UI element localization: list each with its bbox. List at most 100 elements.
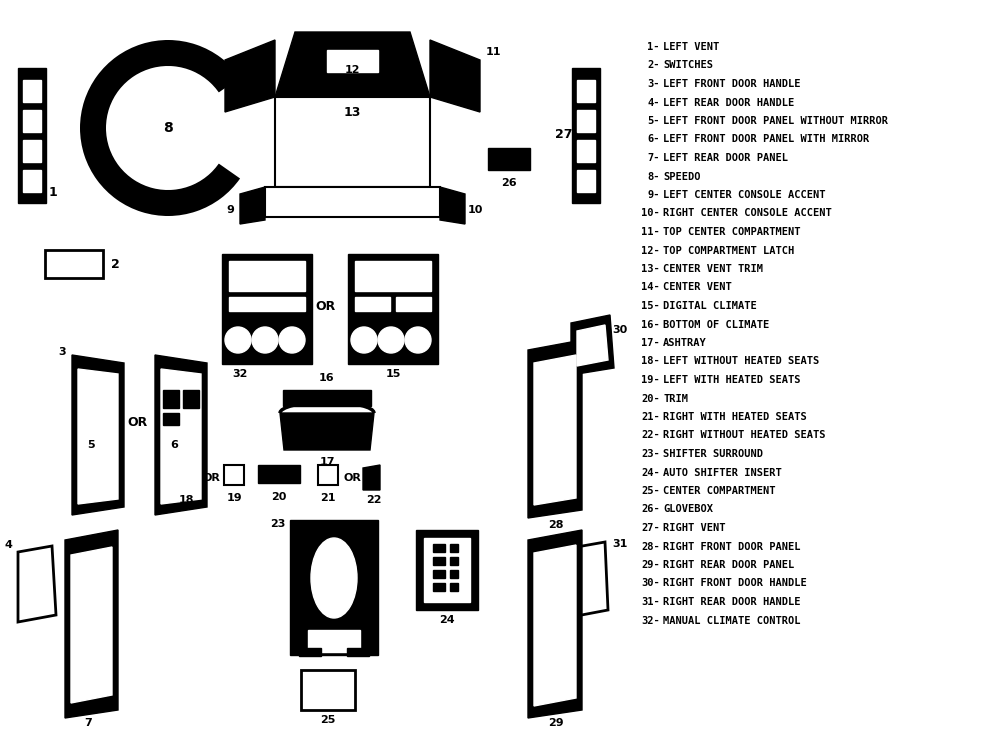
Text: 21-: 21- — [641, 412, 660, 422]
Text: LEFT FRONT DOOR PANEL WITH MIRROR: LEFT FRONT DOOR PANEL WITH MIRROR — [663, 134, 869, 145]
Circle shape — [252, 327, 278, 353]
Bar — [327, 50, 378, 72]
Text: 7-: 7- — [648, 153, 660, 163]
Text: 23: 23 — [270, 519, 286, 529]
Bar — [577, 110, 595, 132]
Text: 14-: 14- — [641, 283, 660, 292]
Text: 10: 10 — [467, 205, 483, 215]
Text: 1-: 1- — [648, 42, 660, 52]
Text: 25: 25 — [320, 715, 336, 725]
Polygon shape — [240, 187, 265, 224]
Bar — [283, 390, 371, 406]
Polygon shape — [430, 40, 480, 112]
Bar — [23, 110, 41, 132]
Circle shape — [405, 327, 431, 353]
Text: LEFT FRONT DOOR PANEL WITHOUT MIRROR: LEFT FRONT DOOR PANEL WITHOUT MIRROR — [663, 116, 888, 126]
Bar — [396, 297, 431, 311]
Text: 27-: 27- — [641, 523, 660, 533]
Bar — [275, 97, 430, 187]
Polygon shape — [528, 340, 582, 518]
Text: RIGHT VENT: RIGHT VENT — [663, 523, 726, 533]
Text: LEFT CENTER CONSOLE ACCENT: LEFT CENTER CONSOLE ACCENT — [663, 190, 826, 200]
Bar — [318, 465, 338, 485]
Text: LEFT WITH HEATED SEATS: LEFT WITH HEATED SEATS — [663, 375, 800, 385]
Text: 6-: 6- — [648, 134, 660, 145]
Text: 11: 11 — [485, 47, 501, 57]
Text: 24: 24 — [439, 615, 455, 625]
Bar — [450, 570, 458, 578]
Bar — [433, 544, 445, 552]
Polygon shape — [225, 40, 275, 112]
Text: 30: 30 — [612, 325, 628, 335]
Text: 16-: 16- — [641, 320, 660, 329]
Text: 1: 1 — [49, 187, 57, 200]
Wedge shape — [106, 66, 223, 190]
Circle shape — [279, 327, 305, 353]
Text: LEFT REAR DOOR PANEL: LEFT REAR DOOR PANEL — [663, 153, 788, 163]
Text: 12-: 12- — [641, 245, 660, 256]
Polygon shape — [440, 187, 465, 224]
Text: 32: 32 — [232, 369, 248, 379]
Bar — [572, 68, 600, 203]
Text: 17: 17 — [319, 457, 335, 467]
Polygon shape — [18, 546, 56, 622]
Text: SPEEDO: SPEEDO — [663, 172, 700, 182]
Bar — [577, 170, 595, 192]
Polygon shape — [577, 325, 608, 366]
Text: 27: 27 — [555, 128, 573, 142]
Text: 15: 15 — [385, 369, 401, 379]
Text: RIGHT WITH HEATED SEATS: RIGHT WITH HEATED SEATS — [663, 412, 807, 422]
Bar — [290, 520, 378, 655]
Text: OR: OR — [343, 473, 361, 483]
Text: 3: 3 — [58, 347, 66, 357]
Polygon shape — [178, 465, 194, 490]
Text: 23-: 23- — [641, 449, 660, 459]
Bar — [163, 413, 179, 425]
Bar — [299, 648, 321, 656]
Text: 20-: 20- — [641, 394, 660, 404]
Text: MANUAL CLIMATE CONTROL: MANUAL CLIMATE CONTROL — [663, 616, 800, 626]
Text: 29-: 29- — [641, 560, 660, 570]
Text: OR: OR — [202, 473, 220, 483]
Text: 13-: 13- — [641, 264, 660, 274]
Bar — [301, 670, 355, 710]
Text: OR: OR — [316, 299, 336, 313]
Polygon shape — [72, 355, 124, 515]
Text: RIGHT FRONT DOOR HANDLE: RIGHT FRONT DOOR HANDLE — [663, 578, 807, 589]
Wedge shape — [80, 40, 240, 216]
Polygon shape — [363, 465, 380, 490]
Bar — [45, 250, 103, 278]
Bar — [433, 583, 445, 591]
Text: 4-: 4- — [648, 98, 660, 107]
Bar — [310, 78, 395, 88]
Bar — [222, 254, 312, 364]
Bar — [577, 140, 595, 162]
Text: LEFT VENT: LEFT VENT — [663, 42, 719, 52]
Text: 5-: 5- — [648, 116, 660, 126]
Text: CENTER VENT TRIM: CENTER VENT TRIM — [663, 264, 763, 274]
Text: LEFT FRONT DOOR HANDLE: LEFT FRONT DOOR HANDLE — [663, 79, 800, 89]
Text: RIGHT REAR DOOR PANEL: RIGHT REAR DOOR PANEL — [663, 560, 794, 570]
Text: TOP CENTER COMPARTMENT: TOP CENTER COMPARTMENT — [663, 227, 800, 237]
Bar — [355, 261, 431, 291]
Bar — [258, 465, 300, 483]
Text: 2: 2 — [111, 259, 119, 272]
Polygon shape — [571, 542, 608, 617]
Polygon shape — [534, 355, 576, 505]
Bar — [450, 583, 458, 591]
Bar — [18, 68, 46, 203]
Text: RIGHT REAR DOOR HANDLE: RIGHT REAR DOOR HANDLE — [663, 597, 800, 607]
Bar — [355, 297, 390, 311]
Polygon shape — [534, 545, 576, 706]
Text: TRIM: TRIM — [663, 394, 688, 404]
Polygon shape — [275, 32, 430, 97]
Bar — [23, 80, 41, 102]
Circle shape — [351, 327, 377, 353]
Text: 10-: 10- — [641, 209, 660, 218]
Text: 12: 12 — [344, 65, 360, 75]
Text: SWITCHES: SWITCHES — [663, 61, 713, 70]
Bar — [308, 630, 360, 652]
Text: 18-: 18- — [641, 356, 660, 367]
Text: AUTO SHIFTER INSERT: AUTO SHIFTER INSERT — [663, 467, 782, 478]
Bar — [229, 261, 305, 291]
